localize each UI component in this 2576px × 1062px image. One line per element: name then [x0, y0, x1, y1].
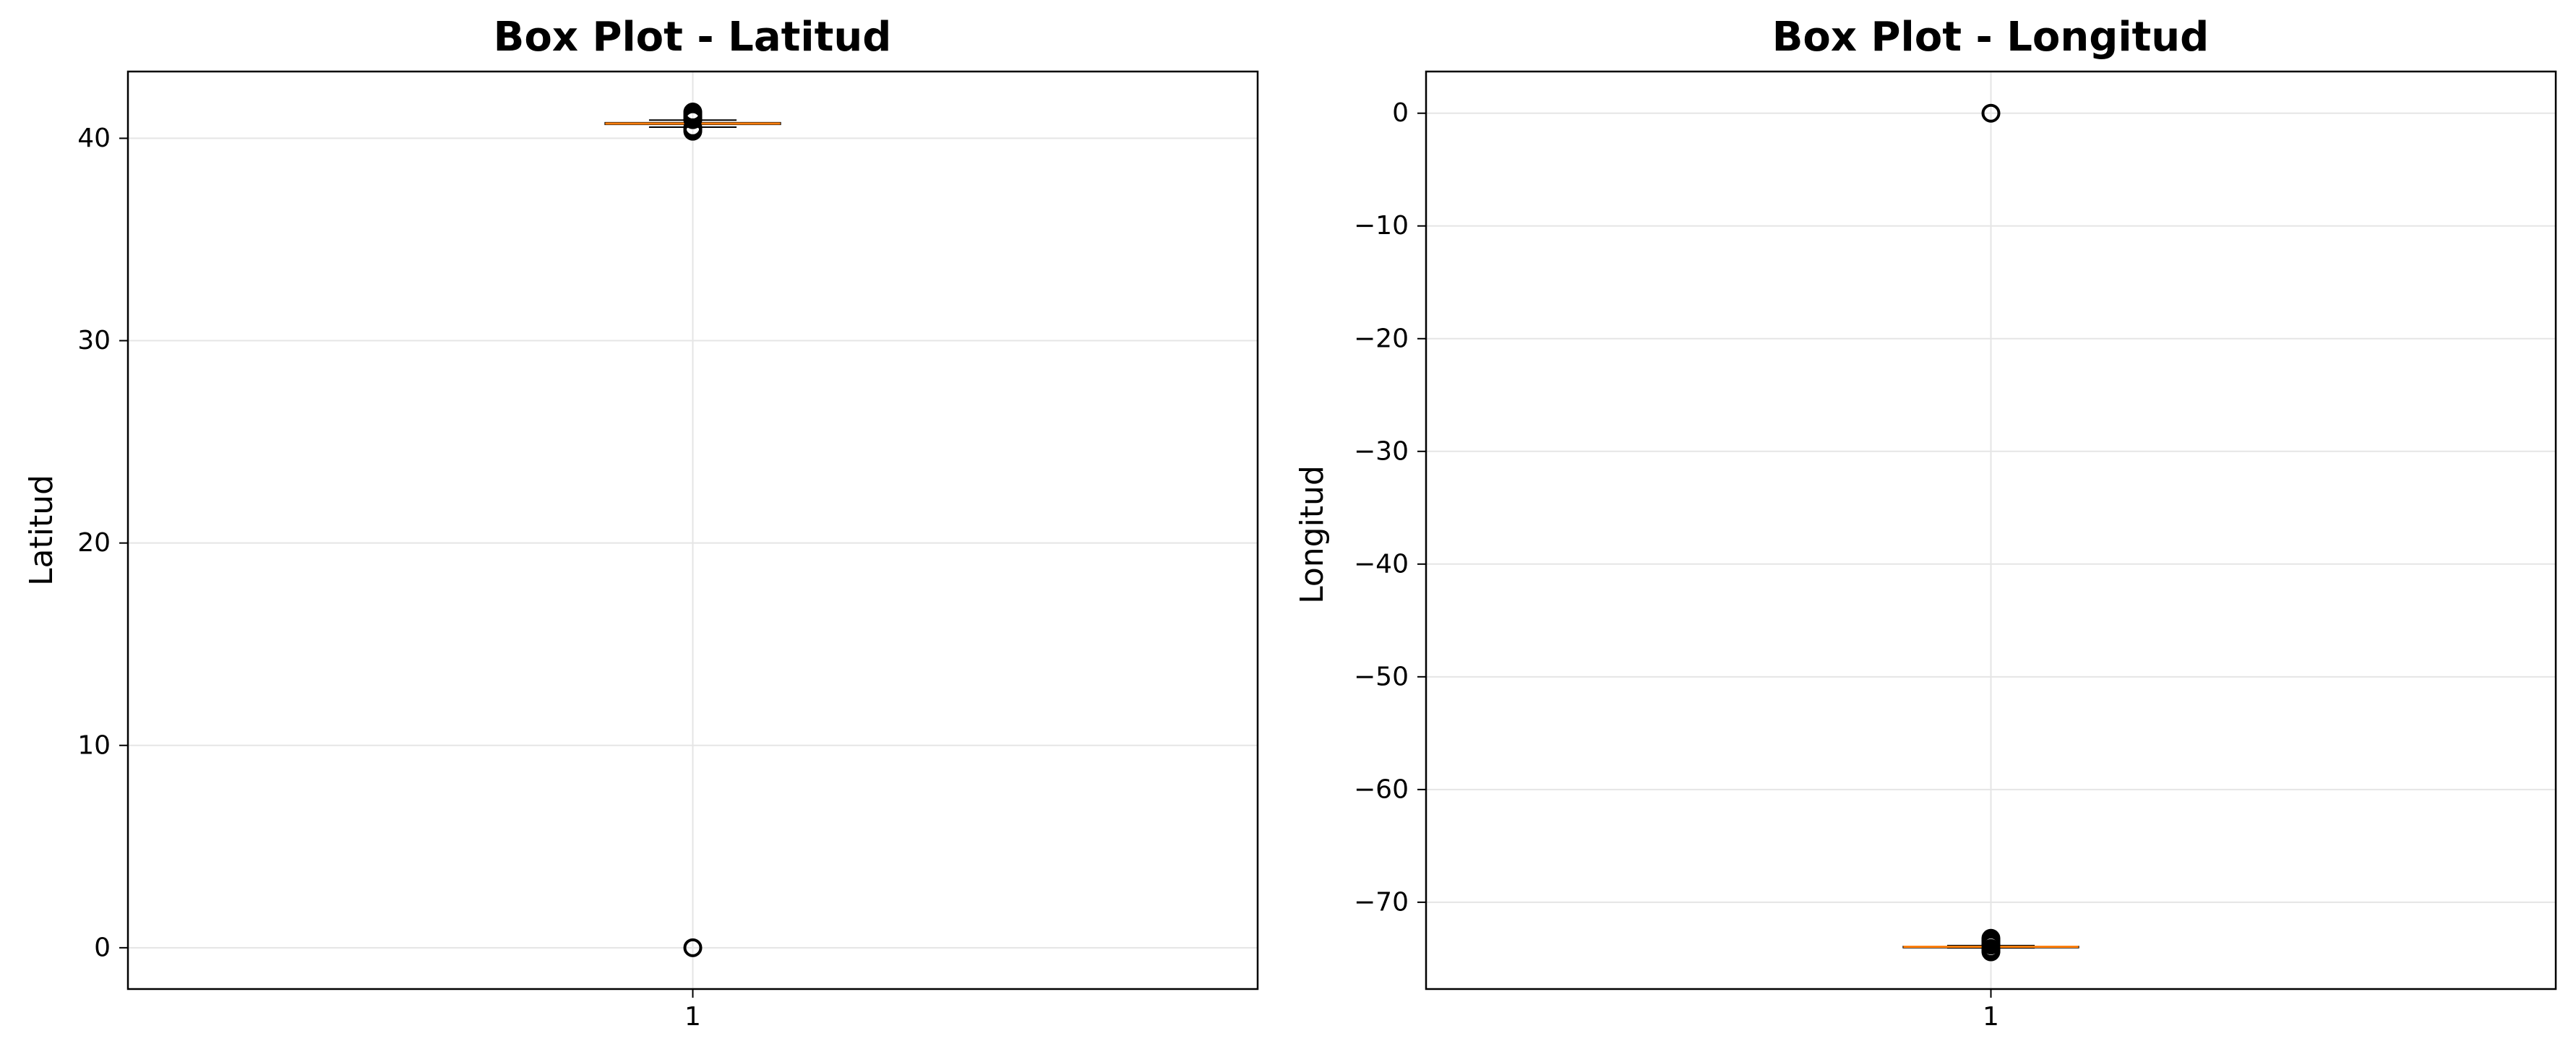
y-tick-label: −20 [1354, 324, 1409, 353]
outlier-point [683, 103, 703, 122]
y-tick-label: −10 [1354, 211, 1409, 241]
chart-title: Box Plot - Longitud [1772, 14, 2210, 61]
y-tick-label: 10 [77, 730, 111, 760]
outlier-point [1981, 103, 2001, 123]
y-tick-label: 0 [94, 933, 111, 962]
y-tick-label: −40 [1354, 549, 1409, 579]
subplot-latitud: 0 10 20 30 40 1 Box Plot - Latitud Latitud [23, 14, 1259, 1032]
y-tick-label: 20 [77, 528, 111, 558]
y-axis-label: Longitud [1294, 465, 1331, 604]
y-tick-label: −30 [1354, 436, 1409, 466]
y-tick-label: 30 [77, 326, 111, 355]
subplot-longitud: 0 −10 −20 −30 −40 −50 −60 −70 1 Box Plot - Longi… [1294, 14, 2557, 1032]
y-tick-label: 40 [77, 124, 111, 153]
chart-title: Box Plot - Latitud [494, 14, 892, 61]
x-tick-label: 1 [684, 1002, 701, 1032]
y-tick-label: −70 [1354, 887, 1409, 917]
y-tick-label: −50 [1354, 662, 1409, 691]
y-axis-label: Latitud [23, 475, 60, 586]
x-tick-label: 1 [1983, 1002, 1999, 1032]
outlier-point [683, 938, 703, 957]
y-tick-label: −60 [1354, 774, 1409, 804]
y-tick-label: 0 [1392, 98, 1409, 128]
outlier-point [1981, 942, 2001, 962]
